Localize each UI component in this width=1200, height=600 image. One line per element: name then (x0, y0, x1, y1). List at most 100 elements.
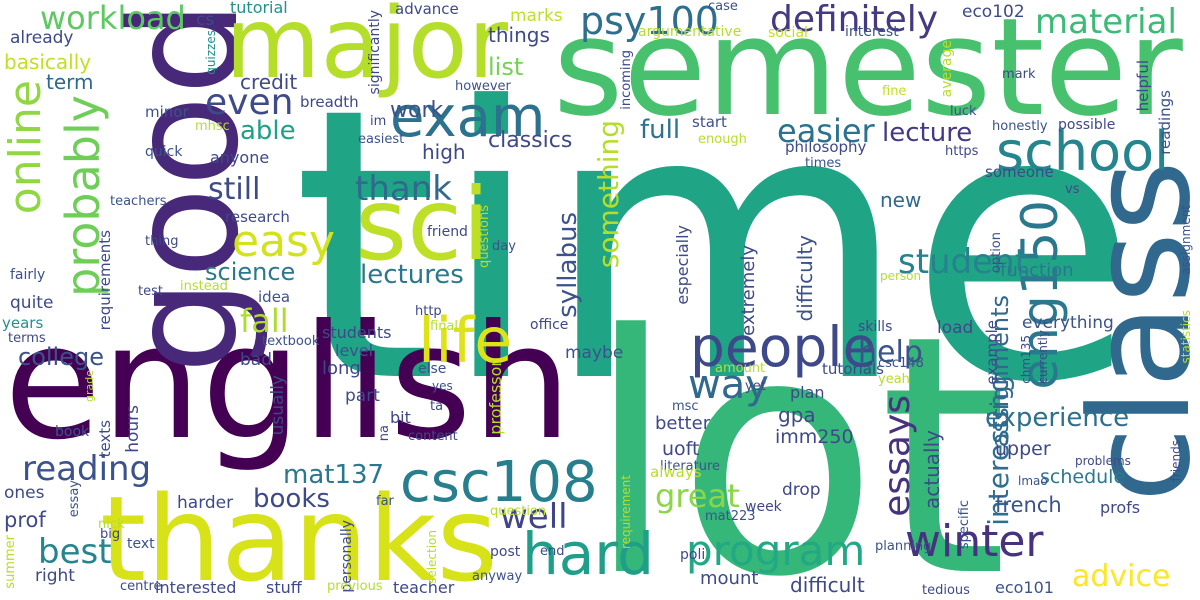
word-chm135: chm135 (1019, 335, 1033, 384)
word-summer: summer (3, 535, 18, 589)
word-function: function (1000, 260, 1074, 281)
word-skills: skills (858, 319, 893, 335)
word-easiest: easiest (358, 132, 405, 147)
word-right: right (35, 566, 75, 586)
word-office: office (530, 317, 569, 333)
word-centre: centre (120, 579, 162, 594)
word-end: end (540, 544, 565, 559)
word-already: already (10, 28, 74, 48)
word-harder: harder (177, 493, 234, 513)
word-amount: amount (715, 361, 766, 376)
word-yes: yes (432, 379, 453, 393)
word-csc108: csc108 (400, 450, 598, 515)
word-content: content (408, 429, 458, 444)
word-eco101: eco101 (995, 578, 1054, 597)
word-thanks: thanks (100, 470, 498, 600)
word-level: level (335, 341, 374, 360)
word-exam: exam (390, 85, 546, 150)
word-honestly: honestly (992, 119, 1048, 134)
word-minor: minor (145, 103, 189, 121)
word-experience: experience (985, 403, 1130, 433)
word-final: final (430, 319, 459, 334)
word-argumentative: argumentative (638, 24, 742, 40)
word-quite: quite (10, 293, 54, 313)
word-quick: quick (145, 144, 183, 160)
word-however: however (455, 79, 511, 94)
word-else: else (418, 361, 447, 377)
word-planning: planning (875, 539, 932, 554)
word-question: question (490, 504, 547, 519)
word-mhsc: mhsc (195, 119, 230, 134)
word-definitely: definitely (770, 0, 939, 40)
word-stuff: stuff (266, 578, 302, 597)
word-easier: easier (777, 112, 875, 150)
word-everything: everything (1022, 313, 1114, 333)
word-hours: hours (123, 405, 143, 453)
word-syllabus: syllabus (553, 212, 583, 318)
word-better: better (655, 413, 711, 434)
word-times: times (805, 156, 842, 171)
word-poli: poli (680, 547, 706, 563)
word-credit: credit (240, 70, 298, 94)
word-teachers: teachers (110, 194, 167, 209)
word-grade: grade (83, 370, 96, 402)
word-mount: mount (700, 568, 759, 589)
word-start: start (692, 113, 727, 131)
word-basically: basically (4, 50, 92, 74)
word-still: still (208, 172, 261, 207)
word-na: na (377, 425, 392, 442)
word-far: far (376, 494, 394, 509)
word-workload: workload (40, 0, 186, 37)
word-specific: specific (957, 500, 972, 550)
word-problems: problems (1075, 454, 1131, 468)
word-lectures: lectures (360, 260, 464, 290)
word-tutorials: tutorials (822, 360, 884, 378)
word-full: full (640, 115, 681, 145)
word-gpa: gpa (778, 403, 816, 427)
word-text: text (127, 536, 155, 552)
word-prof: prof (4, 508, 46, 532)
word-part: part (345, 386, 380, 406)
word-idea: idea (258, 288, 291, 306)
word-case: case (708, 0, 738, 14)
word-french: french (995, 493, 1062, 517)
word-big: big (100, 527, 121, 542)
word-friends: friends (1169, 440, 1183, 482)
word-book: book (55, 424, 90, 440)
word-im: im (370, 114, 387, 129)
word-online: online (0, 80, 51, 215)
word-bad: bad (240, 350, 272, 370)
word-research: research (225, 208, 290, 226)
word-hard: hard (522, 520, 654, 588)
word-selection: selection (425, 530, 439, 584)
word-requirement: requirement (619, 475, 633, 550)
word-assignment: assignment (1179, 205, 1193, 275)
word-english: english (4, 291, 572, 475)
word-questions: questions (477, 205, 492, 268)
word-even: even (205, 82, 294, 123)
word-work: work (390, 98, 444, 123)
word-actually: actually (920, 430, 944, 509)
word-advice: advice (1072, 559, 1171, 594)
word-term: term (46, 70, 94, 94)
word-thank: thank (355, 169, 452, 209)
word-plan: plan (790, 383, 825, 402)
word-profs: profs (1100, 498, 1141, 517)
word-college: college (18, 343, 104, 371)
word-https: https (945, 144, 979, 159)
word-previous: previous (327, 579, 383, 594)
word-nick: nick (98, 517, 125, 532)
word-imm250: imm250 (775, 426, 854, 448)
word-day: day (492, 239, 516, 254)
word-tutorial: tutorial (230, 0, 288, 17)
word-new: new (880, 188, 922, 212)
word-mark: mark (1002, 67, 1036, 82)
word-difficulty: difficulty (793, 235, 817, 322)
word-great: great (655, 477, 740, 515)
word-life: life (418, 304, 513, 377)
word-student: student (898, 242, 1028, 282)
word-upper: upper (995, 438, 1051, 460)
word-csc148: csc148 (878, 356, 924, 371)
word-mat223: mat223 (705, 509, 756, 524)
